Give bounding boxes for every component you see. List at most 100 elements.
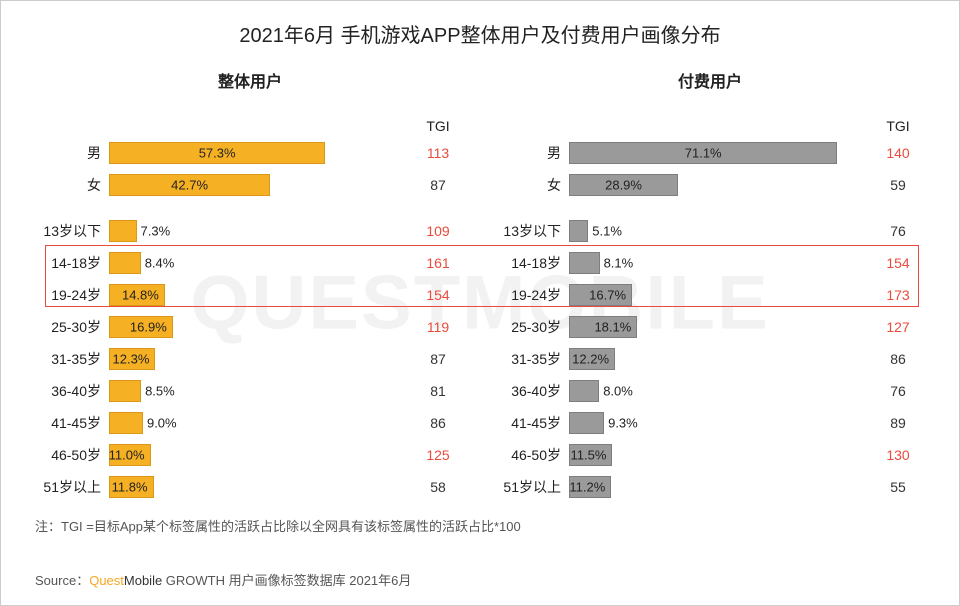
bar-area: 18.1% <box>569 316 871 338</box>
data-row: 51岁以上11.2%55 <box>495 474 925 500</box>
data-row: 36-40岁8.0%76 <box>495 378 925 404</box>
data-row: 31-35岁12.2%86 <box>495 346 925 372</box>
tgi-header: TGI <box>495 118 925 134</box>
category-label: 19-24岁 <box>35 285 109 305</box>
tgi-value: 125 <box>411 447 465 463</box>
bar <box>569 220 588 242</box>
category-label: 14-18岁 <box>35 253 109 273</box>
bar-value-label: 14.8% <box>122 288 159 303</box>
tgi-value: 86 <box>411 415 465 431</box>
bar-area: 9.3% <box>569 412 871 434</box>
tgi-value: 59 <box>871 177 925 193</box>
data-row: 男57.3%113 <box>35 140 465 166</box>
category-label: 46-50岁 <box>495 445 569 465</box>
category-label: 女 <box>35 175 109 195</box>
bar <box>569 252 600 274</box>
tgi-header: TGI <box>35 118 465 134</box>
data-row: 51岁以上11.8%58 <box>35 474 465 500</box>
source-suffix: GROWTH 用户画像标签数据库 2021年6月 <box>162 573 411 588</box>
bar-value-label: 5.1% <box>592 224 622 239</box>
bar-area: 8.4% <box>109 252 411 274</box>
data-row: 41-45岁9.3%89 <box>495 410 925 436</box>
bar-area: 11.5% <box>569 444 871 466</box>
bar-value-label: 16.9% <box>130 320 167 335</box>
category-label: 41-45岁 <box>35 413 109 433</box>
data-row: 14-18岁8.4%161 <box>35 250 465 276</box>
tgi-value: 173 <box>871 287 925 303</box>
category-label: 51岁以上 <box>495 477 569 497</box>
data-row: 19-24岁 16.7% 173 <box>495 282 925 308</box>
bar-area: 8.1% <box>569 252 871 274</box>
category-label: 13岁以下 <box>495 221 569 241</box>
bar-value-label: 11.8% <box>112 480 148 495</box>
category-label: 25-30岁 <box>35 317 109 337</box>
tgi-value: 154 <box>411 287 465 303</box>
category-label: 41-45岁 <box>495 413 569 433</box>
tgi-value: 87 <box>411 177 465 193</box>
source-brand-quest: Quest <box>89 573 124 588</box>
bar-value-label: 16.7% <box>589 288 626 303</box>
data-row: 14-18岁8.1%154 <box>495 250 925 276</box>
bar-value-label: 7.3% <box>141 224 171 239</box>
bar <box>109 220 137 242</box>
category-label: 36-40岁 <box>35 381 109 401</box>
data-row: 女28.9%59 <box>495 172 925 198</box>
tgi-value: 140 <box>871 145 925 161</box>
category-label: 31-35岁 <box>495 349 569 369</box>
bar-area: 11.0% <box>109 444 411 466</box>
tgi-label: TGI <box>411 118 465 134</box>
bar-area: 8.0% <box>569 380 871 402</box>
bar-area: 71.1% <box>569 142 871 164</box>
bar-value-label: 18.1% <box>594 320 631 335</box>
tgi-value: 161 <box>411 255 465 271</box>
data-row: 13岁以下 5.1% 76 <box>495 218 925 244</box>
bar-area: 28.9% <box>569 174 871 196</box>
tgi-value: 76 <box>871 223 925 239</box>
footnote: 注：TGI =目标App某个标签属性的活跃占比除以全网具有该标签属性的活跃占比*… <box>1 516 959 535</box>
bar-value-label: 11.2% <box>569 480 605 495</box>
panel-title: 付费用户 <box>495 68 925 92</box>
tgi-value: 86 <box>871 351 925 367</box>
tgi-value: 109 <box>411 223 465 239</box>
tgi-value: 127 <box>871 319 925 335</box>
data-row: 41-45岁 9.0% 86 <box>35 410 465 436</box>
tgi-label: TGI <box>871 118 925 134</box>
category-label: 46-50岁 <box>35 445 109 465</box>
category-label: 男 <box>35 143 109 163</box>
bar-area: 14.8% <box>109 284 411 306</box>
bar-area: 16.9% <box>109 316 411 338</box>
category-label: 19-24岁 <box>495 285 569 305</box>
bar-value-label: 9.0% <box>147 416 177 431</box>
bar-area: 12.2% <box>569 348 871 370</box>
bar-value-label: 8.0% <box>603 384 633 399</box>
bar-area: 5.1% <box>569 220 871 242</box>
source-brand-mobile: Mobile <box>124 573 162 588</box>
data-row: 25-30岁18.1%127 <box>495 314 925 340</box>
panel: 整体用户TGI男57.3%113女42.7%8713岁以下7.3%10914-1… <box>35 68 465 506</box>
category-label: 女 <box>495 175 569 195</box>
bar-value-label: 11.0% <box>109 448 145 463</box>
bar-value-label: 11.5% <box>571 448 607 463</box>
tgi-value: 81 <box>411 383 465 399</box>
tgi-value: 87 <box>411 351 465 367</box>
panel: 付费用户 TGI 男 71.1% 140 女28.9%59 13岁以下 5.1% 76 14-18… <box>495 68 925 506</box>
category-label: 14-18岁 <box>495 253 569 273</box>
bar <box>569 412 604 434</box>
data-row: 13岁以下 7.3% 109 <box>35 218 465 244</box>
bar <box>569 380 599 402</box>
category-label: 13岁以下 <box>35 221 109 241</box>
tgi-value: 119 <box>411 319 465 335</box>
category-label: 男 <box>495 143 569 163</box>
bar <box>109 412 143 434</box>
category-label: 51岁以上 <box>35 477 109 497</box>
data-row: 男 71.1% 140 <box>495 140 925 166</box>
category-label: 31-35岁 <box>35 349 109 369</box>
chart-title: 2021年6月 手机游戏APP整体用户及付费用户画像分布 <box>35 19 925 48</box>
bar-area: 11.2% <box>569 476 871 498</box>
bar <box>109 380 141 402</box>
bar-value-label: 8.1% <box>604 256 634 271</box>
panels-container: 整体用户TGI男57.3%113女42.7%8713岁以下7.3%10914-1… <box>35 68 925 506</box>
panel-title: 整体用户 <box>35 68 465 92</box>
bar-value-label: 71.1% <box>685 146 722 161</box>
bar <box>109 252 141 274</box>
